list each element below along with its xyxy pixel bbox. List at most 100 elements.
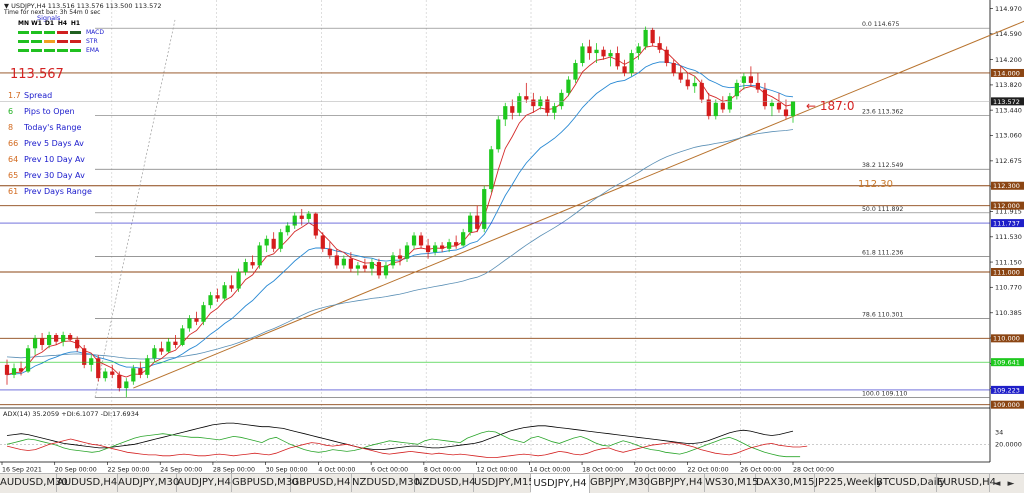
chart-tab[interactable]: GBPUSD,M30 [232,474,299,492]
candle-body [201,305,206,322]
candle-body [538,99,543,107]
chart-tab[interactable]: JP225,Weekly [815,474,882,492]
candle-body [215,295,220,299]
candle-body [608,53,613,57]
candle-body [334,255,339,266]
candle-body [390,255,396,266]
price-label-tag [991,385,1024,394]
adx-line [6,422,794,450]
horizontal-level-label: 112.300 [993,182,1020,190]
candle-body [327,248,332,256]
y-tick-label: 113.820 [995,81,1022,89]
horizontal-level-tag [991,181,1024,190]
tab-scroll-left-icon[interactable]: ◄ [993,478,1001,489]
candle-body [411,235,417,246]
chart-tab[interactable]: NZDUSD,H4 [415,474,475,492]
stats-row: 8 Today's Range [8,120,92,136]
chart-tab[interactable]: DAX30,M15 [756,474,815,492]
signal-cell [70,31,81,34]
candle-body [440,245,445,249]
y-tick-label: 114.590 [995,30,1022,38]
candle-body [524,96,529,100]
candle-body [194,318,199,322]
stats-row: 1.7 Spread [8,88,92,104]
candle-body [187,318,192,329]
adx-y-tick-label: 34 [995,428,1003,436]
adx-y-tick-label: 20.0000 [995,441,1022,449]
chart-tab[interactable]: BTCUSD,Daily [876,474,945,492]
candle-body [601,49,606,57]
candle-body [748,76,753,83]
candle-body [145,358,150,375]
candle-body [47,335,52,345]
chart-tab[interactable]: WS30,M15 [705,474,759,492]
stats-label: Pips to Open [24,107,75,116]
candle-body [313,213,318,236]
candle-body [159,348,164,352]
chart-tab[interactable]: GBPJPY,M30 [590,474,650,492]
y-tick-label: 110.770 [995,284,1022,292]
signals-panel: MN W1 D1 H4 H1 MACD STR EMA [18,20,104,55]
chart-tab[interactable]: GBPUSD,H4 [291,474,352,492]
stats-label: Prev 5 Days Av [24,139,84,148]
chart-tab[interactable]: USDJPY,M15 [474,474,535,492]
fib-level-label: 50.0 111.892 [862,206,903,213]
signal-cell [44,31,55,34]
candle-body [489,149,494,190]
candle-body [418,235,424,246]
price-label-text: 111.737 [993,220,1020,228]
price-label-tag [991,358,1024,367]
bar-timer-text: Time for next bar: 3h 54m 0 sec [3,9,100,16]
signals-column-header: D1 [44,20,55,27]
tab-scroll-right-icon[interactable]: ► [1007,478,1015,489]
chart-tab[interactable]: AUDUSD,H4 [57,474,118,492]
candle-body [376,262,382,276]
candle-body [117,374,122,389]
horizontal-level-tag [991,334,1024,343]
chart-background [0,0,1024,473]
chart-tab[interactable]: EURUSD,H4 [937,474,996,492]
x-tick-label: 4 Oct 00:00 [318,467,355,474]
signal-cell [70,49,81,52]
chart-tab[interactable]: USDJPY,H4 [531,474,590,493]
chart-canvas[interactable]: 114.970 114.590 114.200 113.820 113.440 113.0… [0,0,1024,473]
chart-tab[interactable]: AUDUSD,M30 [0,474,68,492]
signals-row: EMA [18,46,104,55]
candle-body [769,102,775,107]
candle-body [61,335,66,342]
x-tick-label: 24 Sep 00:00 [160,467,202,474]
y-tick-label: 111.915 [995,208,1022,216]
candle-body [18,368,24,372]
chart-tab[interactable]: NZDUSD,M30 [352,474,420,492]
fib-level-label: 23.6 113.362 [862,108,903,115]
x-tick-label: 26 Oct 00:00 [740,467,781,474]
chart-tab[interactable]: AUDJPY,M30 [118,474,179,492]
candle-body [482,189,487,229]
x-tick-label: 22 Oct 00:00 [688,467,729,474]
stats-value: 66 [8,139,19,148]
x-tick-label: 22 Sep 00:00 [107,467,149,474]
candle-body [152,348,157,359]
candle-body [348,258,353,269]
chart-tab[interactable]: AUDJPY,H4 [177,474,232,492]
candle-body [208,295,213,306]
candle-body [432,245,438,253]
candle-body [783,109,789,117]
x-tick-label: 12 Oct 00:00 [477,467,518,474]
price-label-text: 113.572 [993,98,1020,106]
signal-cell [57,40,68,43]
chart-tab[interactable]: GBPJPY,H4 [649,474,705,492]
signal-cell [70,40,81,43]
horizontal-level-label: 110.000 [993,335,1020,343]
x-tick-label: 20 Oct 00:00 [635,467,676,474]
horizontal-level-label: 114.000 [993,69,1020,77]
candle-body [96,358,101,379]
stats-label: Prev 10 Day Av [24,155,85,164]
signal-cell [57,31,68,34]
signals-row: STR [18,37,104,46]
signals-header-row: MN W1 D1 H4 H1 [18,20,104,28]
x-tick-label: 8 Oct 00:00 [424,467,461,474]
candle-body [734,82,739,97]
candle-body [629,53,634,73]
price-label-text: 109.223 [993,386,1020,394]
